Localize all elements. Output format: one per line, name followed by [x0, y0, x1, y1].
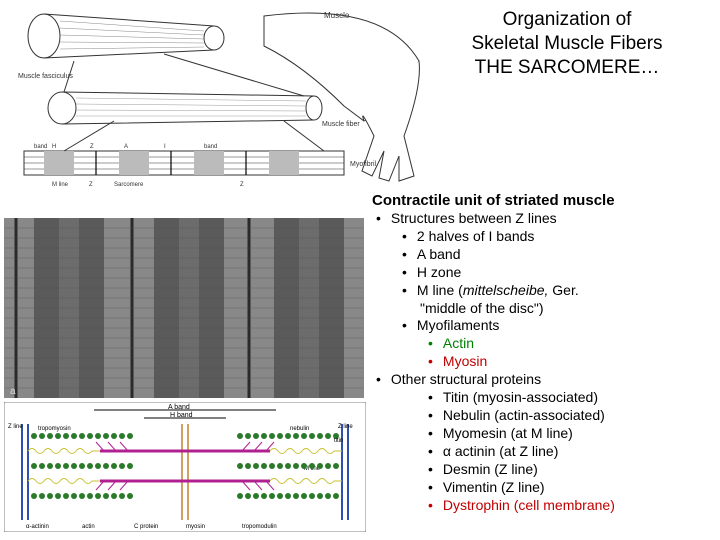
bullet-mline: M line (mittelscheibe, Ger. [402, 282, 706, 300]
svg-text:α-actinin: α-actinin [26, 524, 49, 530]
svg-text:H: H [52, 144, 56, 150]
bullet-myosin: Myosin [428, 353, 706, 371]
bullet-myomesin: Myomesin (at M line) [428, 425, 706, 443]
title-block: Organization of Skeletal Muscle Fibers T… [432, 8, 702, 79]
svg-text:A band: A band [168, 404, 190, 411]
svg-text:Sarcomere: Sarcomere [114, 182, 144, 188]
svg-text:a: a [10, 386, 16, 397]
svg-text:M line: M line [52, 182, 69, 188]
bullet-desmin: Desmin (Z line) [428, 461, 706, 479]
title-line-1: Organization of [432, 8, 702, 32]
sarcomere-molecular-diagram: A band H band Z lineZ line M line [4, 402, 366, 532]
svg-text:Muscle: Muscle [324, 11, 350, 20]
svg-text:myosin: myosin [186, 524, 205, 530]
svg-text:nebulin: nebulin [290, 426, 309, 432]
title-line-2: Skeletal Muscle Fibers [432, 32, 702, 56]
bullet-mline-cont: "middle of the disc") [420, 300, 706, 318]
svg-text:Muscle fasciculus: Muscle fasciculus [18, 73, 73, 80]
muscle-hierarchy-diagram: Muscle Muscle fasciculus Muscle fiber [4, 6, 424, 191]
svg-text:titin: titin [334, 438, 343, 444]
title-line-3: THE SARCOMERE… [432, 56, 702, 80]
svg-text:Z line: Z line [338, 424, 353, 430]
svg-text:A: A [124, 144, 128, 150]
svg-text:actin: actin [82, 524, 95, 530]
svg-text:Muscle fiber: Muscle fiber [322, 121, 360, 128]
svg-text:Myofibril: Myofibril [350, 161, 377, 168]
svg-text:I: I [164, 144, 166, 150]
bullet-list: Structures between Z lines 2 halves of I… [376, 210, 706, 514]
svg-text:tropomyosin: tropomyosin [38, 426, 71, 432]
svg-text:H band: H band [170, 412, 193, 419]
bullet-other-proteins: Other structural proteins [376, 371, 706, 389]
sarcomere-em-image: a [4, 218, 364, 398]
svg-text:Z: Z [89, 182, 93, 188]
svg-text:Z: Z [240, 182, 244, 188]
svg-text:C protein: C protein [134, 524, 158, 530]
bullet-actinin: α actinin (at Z line) [428, 443, 706, 461]
svg-text:band: band [204, 144, 217, 150]
svg-text:Z line: Z line [8, 424, 23, 430]
subtitle: Contractile unit of striated muscle [372, 192, 615, 209]
bullet-dystrophin: Dystrophin (cell membrane) [428, 497, 706, 515]
svg-text:band: band [34, 144, 47, 150]
svg-text:Z: Z [90, 144, 94, 150]
bullet-actin: Actin [428, 335, 706, 353]
bullet-hzone: H zone [402, 264, 706, 282]
bullet-titin: Titin (myosin-associated) [428, 389, 706, 407]
bullet-vimentin: Vimentin (Z line) [428, 479, 706, 497]
bullet-myofilaments: Myofilaments [402, 317, 706, 335]
bullet-nebulin: Nebulin (actin-associated) [428, 407, 706, 425]
bullet-structures: Structures between Z lines [376, 210, 706, 228]
bullet-ibands: 2 halves of I bands [402, 228, 706, 246]
bullet-aband: A band [402, 246, 706, 264]
svg-text:tropomodulin: tropomodulin [242, 524, 277, 530]
